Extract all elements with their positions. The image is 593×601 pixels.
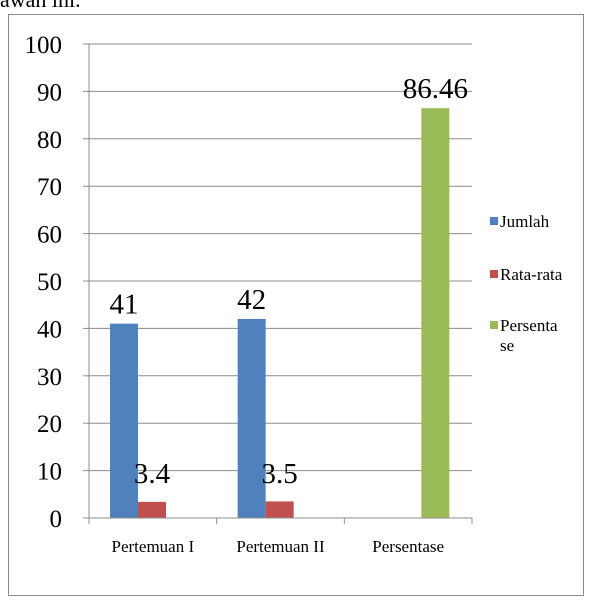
bar-persentase xyxy=(421,108,450,519)
data-label: 41 xyxy=(110,289,139,321)
data-label: 42 xyxy=(237,284,266,316)
data-label: 86.46 xyxy=(403,73,468,105)
y-tick-label: 40 xyxy=(37,316,62,343)
bars xyxy=(110,108,450,519)
x-category-label: Pertemuan I xyxy=(112,537,195,556)
legend: Jumlah Rata-rata Persentase xyxy=(490,212,563,355)
y-tick-labels: 0 10 20 30 40 50 60 70 80 90 100 xyxy=(25,32,63,533)
y-tick-label: 20 xyxy=(37,411,62,438)
y-tick-label: 100 xyxy=(25,32,63,59)
legend-swatch xyxy=(490,321,498,329)
legend-swatch xyxy=(490,270,498,278)
y-tick-label: 50 xyxy=(37,269,62,296)
y-tick-label: 90 xyxy=(37,79,62,106)
bar-jumlah xyxy=(110,323,138,518)
y-tick-label: 80 xyxy=(37,127,62,154)
bar-jumlah xyxy=(237,318,266,518)
gridlines xyxy=(89,43,472,472)
chart-frame xyxy=(8,14,584,596)
data-labels: 41 42 3.4 3.5 86.46 xyxy=(110,73,468,490)
legend-label: se xyxy=(500,336,514,355)
axes xyxy=(83,43,473,524)
legend-label: Rata-rata xyxy=(500,265,563,284)
y-tick-label: 0 xyxy=(50,506,63,533)
legend-swatch xyxy=(490,217,498,225)
x-category-labels: Pertemuan I Pertemuan II Persentase xyxy=(112,537,445,556)
legend-label: Persenta xyxy=(500,316,558,335)
x-category-label: Pertemuan II xyxy=(236,537,325,556)
x-category-label: Persentase xyxy=(372,537,444,556)
preceding-text-fragment: awah ini. xyxy=(0,0,81,13)
legend-label: Jumlah xyxy=(500,212,550,231)
y-tick-label: 60 xyxy=(37,222,62,249)
bar-rata-rata xyxy=(265,501,294,518)
bar-rata-rata xyxy=(138,501,166,518)
data-label: 3.4 xyxy=(134,458,171,490)
y-tick-label: 10 xyxy=(37,459,62,486)
y-tick-label: 70 xyxy=(37,174,62,201)
y-tick-label: 30 xyxy=(37,364,62,391)
data-label: 3.5 xyxy=(262,458,298,490)
